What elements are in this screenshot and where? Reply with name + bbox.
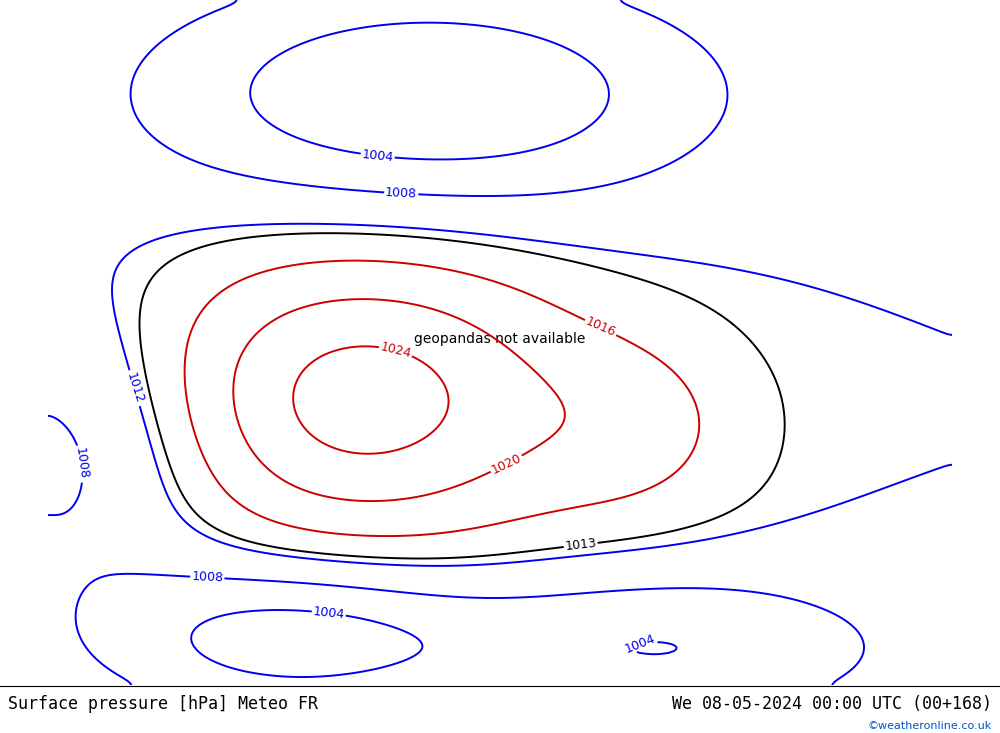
Text: 1016: 1016	[583, 315, 618, 340]
Text: 1013: 1013	[564, 537, 597, 553]
Text: 1024: 1024	[379, 340, 413, 361]
Text: We 08-05-2024 00:00 UTC (00+168): We 08-05-2024 00:00 UTC (00+168)	[672, 696, 992, 713]
Text: 1008: 1008	[385, 186, 417, 201]
Text: 1008: 1008	[73, 447, 91, 480]
Text: 1004: 1004	[312, 605, 345, 622]
Text: Surface pressure [hPa] Meteo FR: Surface pressure [hPa] Meteo FR	[8, 696, 318, 713]
Text: geopandas not available: geopandas not available	[414, 331, 586, 346]
Text: 1012: 1012	[124, 371, 146, 405]
Text: ©weatheronline.co.uk: ©weatheronline.co.uk	[868, 721, 992, 731]
Text: 1004: 1004	[361, 148, 394, 164]
Text: 1020: 1020	[489, 452, 523, 476]
Text: 1004: 1004	[623, 632, 658, 655]
Text: 1008: 1008	[191, 570, 224, 585]
